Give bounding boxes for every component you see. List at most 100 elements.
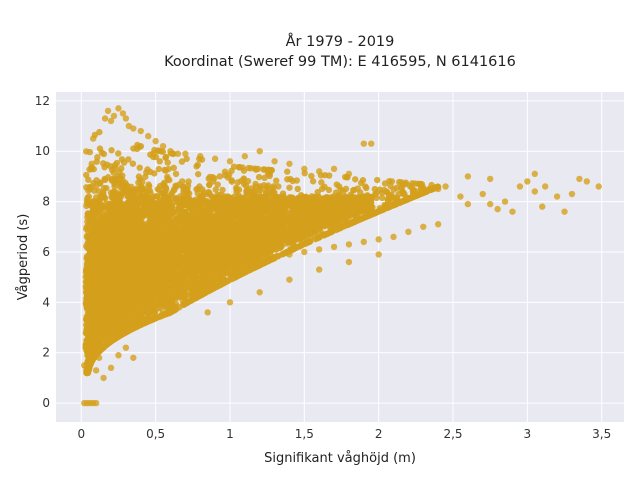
scatter-point [206, 181, 213, 189]
scatter-point [402, 179, 410, 186]
scatter-point [129, 160, 137, 167]
scatter-point [395, 178, 403, 186]
scatter-point [175, 181, 183, 188]
scatter-point [401, 190, 408, 197]
scatter-point [135, 173, 143, 180]
scatter-point [381, 180, 389, 187]
scatter-point [90, 179, 97, 187]
scatter-point [216, 173, 224, 180]
scatter-point [421, 188, 429, 196]
scatter-point [296, 243, 303, 250]
scatter-point [100, 150, 108, 158]
scatter-point [155, 165, 163, 173]
scatter-point [286, 184, 293, 191]
scatter-point [333, 181, 340, 188]
scatter-point [137, 185, 144, 192]
scatter-point [224, 174, 232, 181]
scatter-point [359, 177, 367, 184]
scatter-point [103, 161, 111, 168]
scatter-point [314, 235, 321, 242]
scatter-point [205, 188, 212, 196]
scatter-point [83, 267, 90, 274]
scatter-point [115, 150, 122, 157]
scatter-point [214, 181, 221, 188]
data-points [81, 105, 602, 407]
scatter-point [116, 174, 124, 181]
scatter-point [252, 166, 260, 173]
scatter-point [219, 186, 226, 194]
scatter-point [293, 177, 301, 184]
scatter-point [294, 185, 301, 193]
scatter-point [183, 155, 190, 163]
scatter-point [193, 163, 200, 170]
scatter-point [181, 299, 189, 306]
scatter-point [118, 165, 125, 172]
scatter-point [278, 251, 285, 258]
scatter-point [397, 184, 405, 192]
scatter-point [388, 191, 395, 199]
scatter-point [86, 148, 94, 156]
scatter-point [378, 194, 386, 202]
scatter-point [318, 179, 325, 186]
scatter-point [172, 170, 180, 178]
scatter-point [305, 239, 312, 246]
scatter-point [184, 185, 191, 193]
scatter-point [143, 169, 150, 176]
scatter-point [242, 266, 250, 274]
scatter-point [164, 159, 171, 166]
scatter-point [328, 228, 336, 235]
scatter-point [416, 180, 424, 188]
scatter-point [194, 170, 202, 178]
scatter-point [284, 168, 291, 175]
scatter-point [139, 178, 146, 186]
scatter-point [101, 176, 109, 184]
scatter-point [168, 308, 175, 316]
scatter-point [103, 184, 110, 192]
scatter-point [84, 194, 91, 202]
scatter-point [228, 167, 235, 175]
scatter-point [84, 218, 91, 225]
scatter-point [261, 166, 268, 173]
scatter-point [166, 176, 173, 184]
scatter-point [212, 186, 219, 193]
scatter-point [162, 154, 169, 161]
chart-title-line-2: Koordinat (Sweref 99 TM): E 416595, N 61… [164, 54, 516, 70]
scatter-point [120, 159, 128, 166]
scatter-point [409, 188, 417, 195]
gridlines [56, 92, 624, 422]
scatter-point [215, 281, 223, 288]
scatter-point [234, 179, 241, 186]
scatter-point [357, 216, 364, 223]
scatter-point [245, 164, 252, 172]
scatter-point [136, 164, 143, 171]
scatter-point [243, 187, 250, 195]
scatter-point [108, 147, 115, 154]
scatter-point [83, 171, 90, 179]
scatter-point [228, 178, 236, 185]
scatter-point [84, 244, 91, 252]
scatter-point [380, 186, 388, 194]
scatter-point [235, 163, 243, 171]
chart-title-line-1: År 1979 - 2019 [286, 33, 395, 50]
scatter-point [88, 165, 95, 173]
scatter-point [108, 166, 116, 174]
scatter-point [151, 170, 158, 177]
scatter-point [150, 315, 157, 323]
scatter-point [114, 219, 121, 226]
scatter-point [386, 203, 394, 210]
scatter-point [308, 172, 315, 180]
scatter-point [94, 154, 101, 161]
scatter-point [275, 183, 282, 190]
scatter-point [248, 185, 255, 192]
scatter-point [110, 190, 117, 198]
scatter-point [124, 187, 131, 195]
scatter-point [178, 158, 186, 165]
scatter-point [96, 145, 104, 152]
scatter-point [240, 167, 248, 174]
scatter-point [156, 158, 163, 165]
scatter-point [309, 178, 317, 185]
scatter-point [211, 175, 218, 182]
scatter-point [255, 173, 263, 181]
scatter-point [170, 186, 178, 193]
